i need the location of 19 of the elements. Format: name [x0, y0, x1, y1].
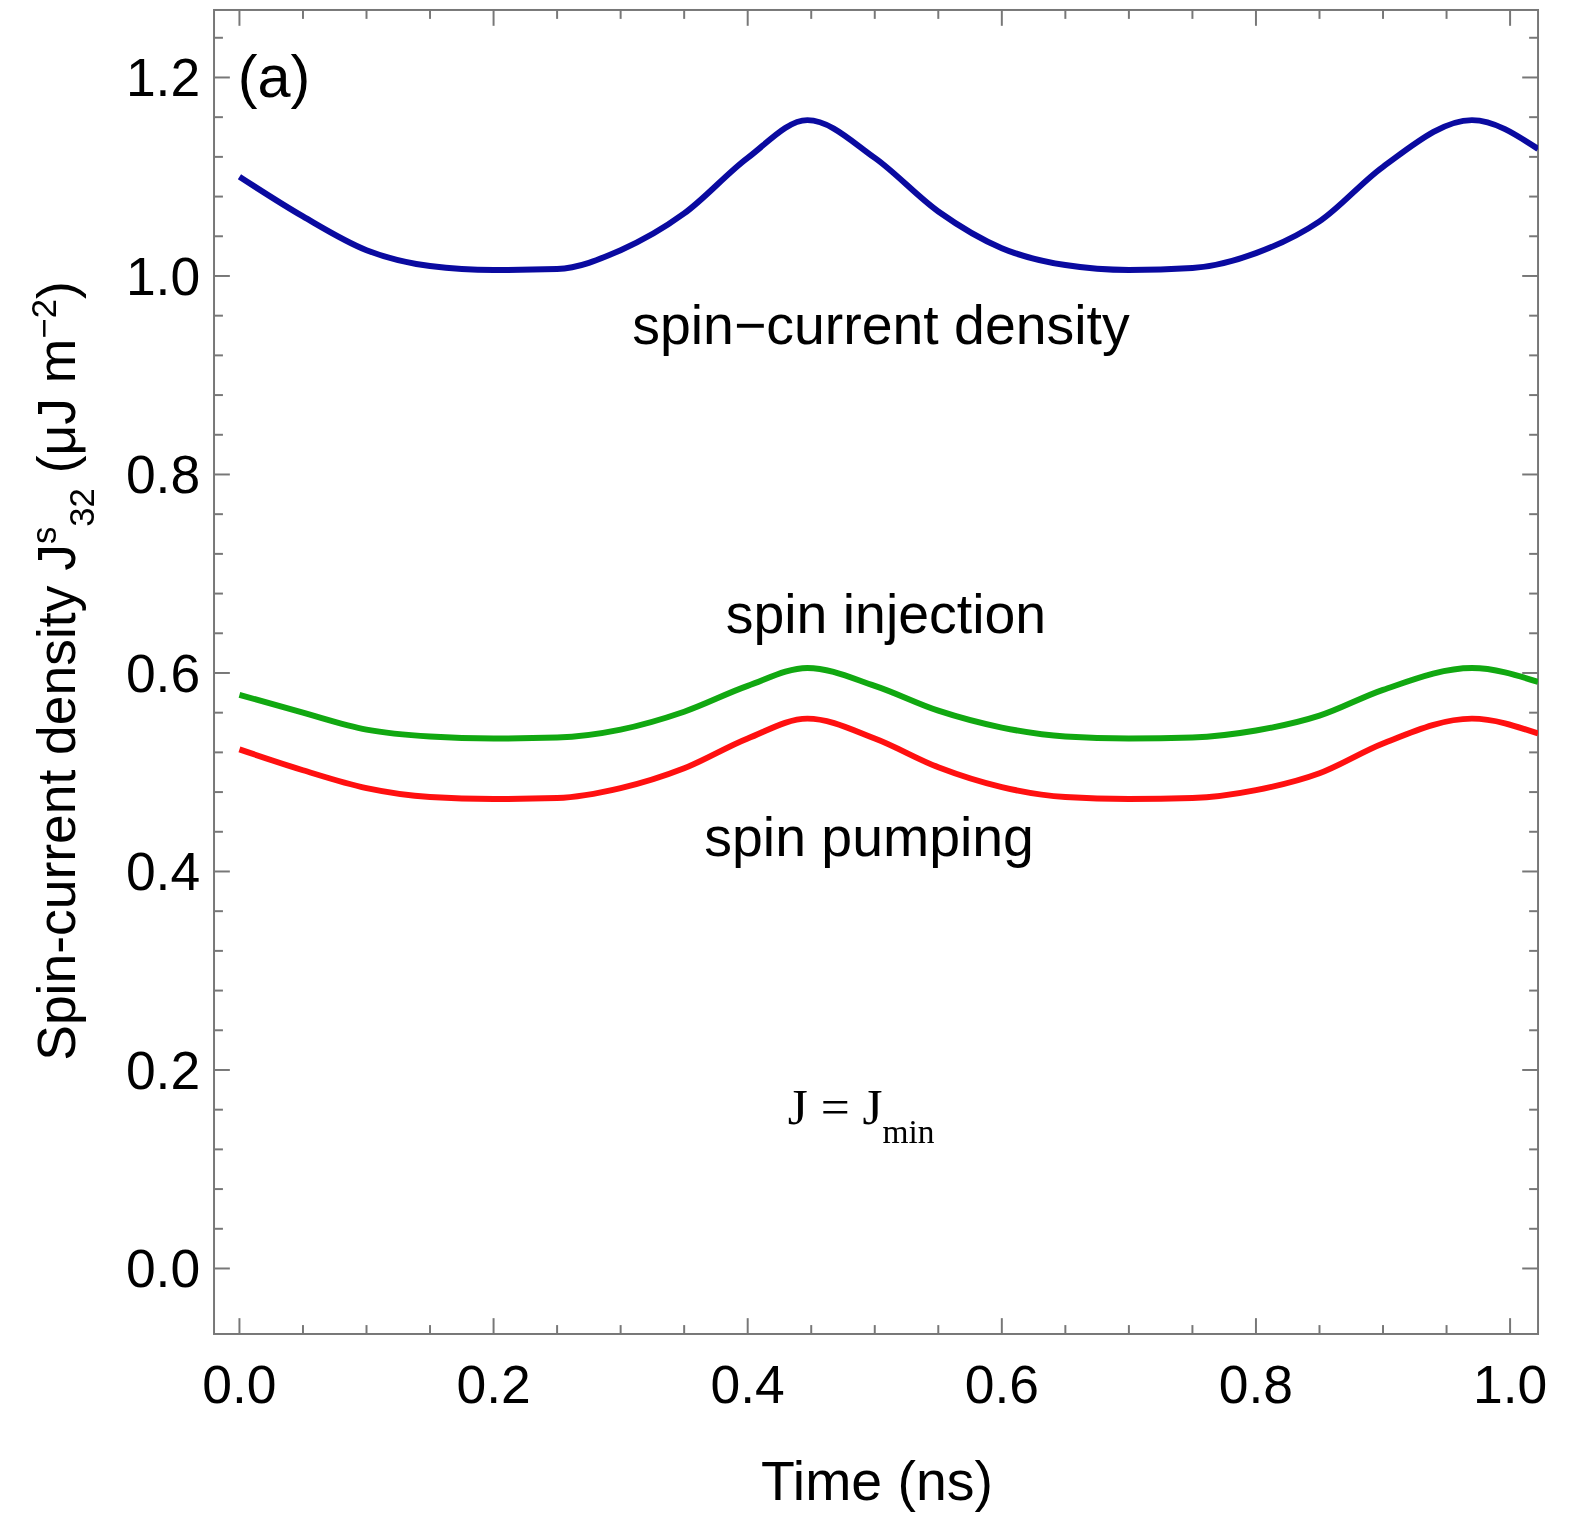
x-tick-label: 1.0	[1472, 1355, 1548, 1415]
y-tick-label: 1.2	[125, 48, 201, 108]
y-tick-label: 0.4	[125, 842, 201, 902]
annotation: J = J$_{min}$	[787, 1078, 935, 1150]
x-tick-label: 0.4	[710, 1355, 785, 1415]
series-label: spin pumping	[704, 806, 1034, 869]
y-tick-label: 1.0	[125, 246, 201, 306]
x-tick-label: 0.2	[456, 1355, 531, 1415]
y-tick-label: 0.6	[125, 643, 201, 703]
x-tick-label: 0.0	[202, 1355, 277, 1415]
y-tick-label: 0.2	[125, 1040, 201, 1100]
annotation: (a)	[237, 43, 311, 111]
x-tick-label: 0.8	[1218, 1355, 1294, 1415]
y-tick-label: 0.8	[125, 445, 201, 505]
y-tick-label: 0.0	[125, 1239, 201, 1299]
x-tick-label: 0.6	[964, 1355, 1039, 1415]
series-label: spin injection	[725, 583, 1047, 646]
series-label: spin−current density	[632, 294, 1130, 357]
x-axis-title: Time (ns)	[761, 1450, 993, 1513]
